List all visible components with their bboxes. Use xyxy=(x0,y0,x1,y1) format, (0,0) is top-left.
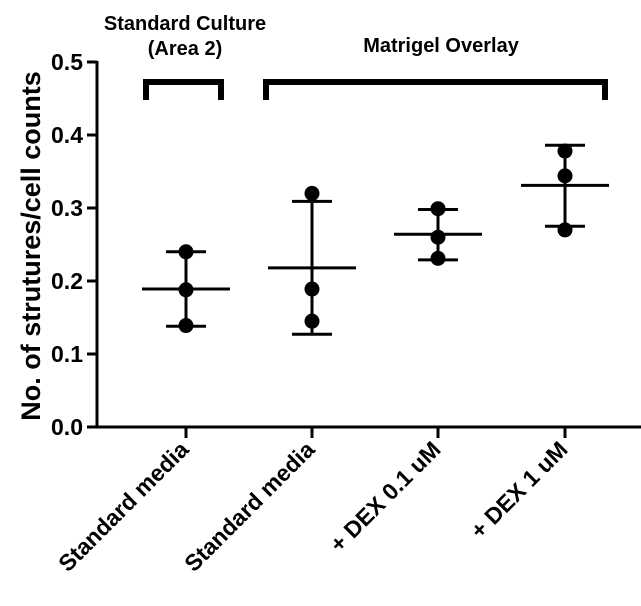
group-4 xyxy=(521,143,609,238)
x-tick-label: + DEX 1 uM xyxy=(465,436,572,543)
annotation-group: Matrigel Overlay xyxy=(263,35,608,100)
data-point xyxy=(304,281,320,297)
data-marks xyxy=(142,143,609,336)
data-point xyxy=(557,168,573,184)
y-axis-label: No. of strutures/cell counts xyxy=(16,71,46,421)
x-tick-label: Standard media xyxy=(53,436,194,577)
data-point xyxy=(178,282,194,298)
x-tick-label: + DEX 0.1 uM xyxy=(325,436,446,557)
data-point xyxy=(430,201,446,217)
y-axis: 0.0 0.1 0.2 0.3 0.4 0.5 xyxy=(51,49,99,440)
group-2 xyxy=(268,185,356,336)
data-point xyxy=(304,313,320,329)
y-tick-label: 0.5 xyxy=(51,49,83,75)
annotation-label: Standard Culture xyxy=(104,13,266,35)
annotation-label: Matrigel Overlay xyxy=(363,35,520,57)
y-tick-label: 0.4 xyxy=(51,122,83,148)
y-tick-label: 0.3 xyxy=(51,195,83,221)
y-tick-label: 0.2 xyxy=(51,268,83,294)
annotation-group: Standard Culture (Area 2) xyxy=(104,13,266,100)
group-3 xyxy=(394,201,482,266)
group-1 xyxy=(142,244,230,334)
y-tick-label: 0.0 xyxy=(51,414,83,440)
x-tick-label: Standard media xyxy=(179,436,320,577)
bracket xyxy=(263,79,608,100)
annotation-label: (Area 2) xyxy=(148,38,222,60)
data-point xyxy=(304,185,320,201)
data-point xyxy=(557,222,573,238)
bracket xyxy=(143,79,224,100)
data-point xyxy=(178,318,194,334)
data-point xyxy=(178,244,194,260)
data-point xyxy=(557,143,573,159)
data-point xyxy=(430,250,446,266)
group-annotations: Standard Culture (Area 2) Matrigel Overlay xyxy=(104,13,608,100)
data-point xyxy=(430,229,446,245)
y-tick-label: 0.1 xyxy=(51,341,83,367)
